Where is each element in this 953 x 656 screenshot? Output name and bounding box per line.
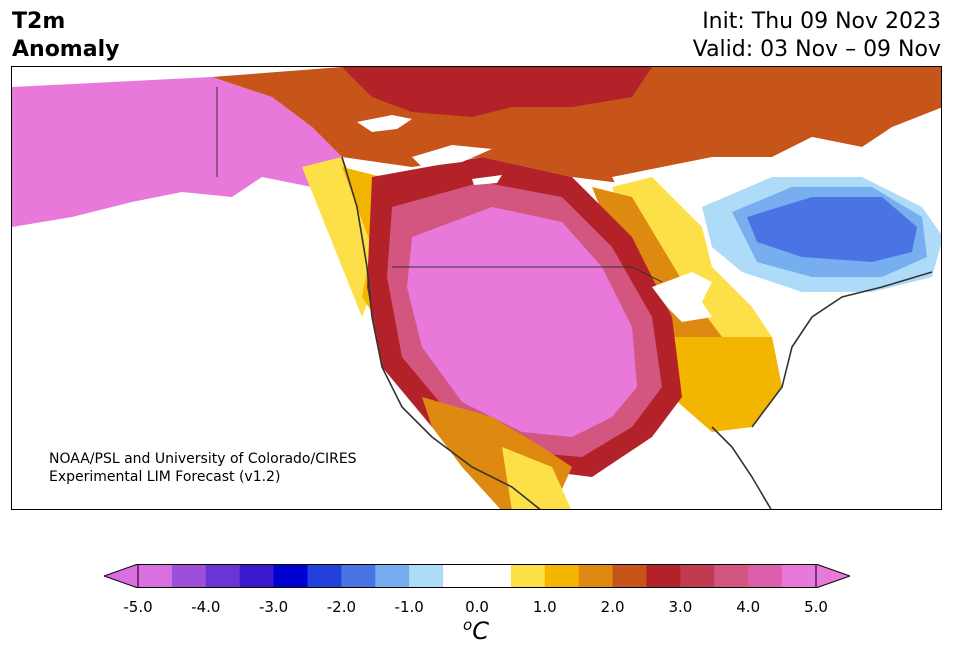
- land-canada-arctic: [342, 67, 652, 117]
- anomaly-map-svg: [12, 67, 941, 509]
- colorbar: [104, 564, 850, 588]
- unit-base: C: [472, 617, 489, 645]
- ice-patch-2: [412, 145, 492, 167]
- colorbar-segment: [341, 564, 376, 588]
- colorbar-segment: [680, 564, 715, 588]
- great-lakes: [652, 272, 712, 322]
- credit-line1: NOAA/PSL and University of Colorado/CIRE…: [49, 451, 357, 467]
- colorbar-tick-label: 1.0: [532, 598, 557, 616]
- colorbar-tick-label: -1.0: [394, 598, 424, 616]
- credit-line2: Experimental LIM Forecast (v1.2): [49, 469, 281, 485]
- colorbar-segment: [171, 564, 207, 588]
- colorbar-segment: [307, 564, 342, 588]
- init-date: Init: Thu 09 Nov 2023: [702, 9, 941, 34]
- colorbar-segment: [510, 564, 546, 588]
- colorbar-tick-label: -2.0: [326, 598, 357, 616]
- colorbar-unit: oC: [463, 616, 489, 645]
- valid-range: Valid: 03 Nov – 09 Nov: [692, 37, 941, 62]
- colorbar-segment: [646, 564, 681, 588]
- ice-patch-1: [357, 115, 412, 132]
- colorbar-tick-label: 0.0: [465, 598, 489, 616]
- us-canada-border: [392, 266, 663, 283]
- colorbar-segment: [375, 564, 410, 588]
- colorbar-tick-label: 3.0: [668, 598, 693, 616]
- colorbar-tick-label: -5.0: [123, 598, 153, 616]
- map-title-line2: Anomaly: [12, 37, 120, 62]
- colorbar-border: [137, 564, 817, 588]
- forecast-dates: Init: Thu 09 Nov 2023 Valid: 03 Nov – 09…: [693, 8, 941, 64]
- colorbar-segment: [714, 564, 749, 588]
- map-title: T2m Anomaly: [12, 8, 119, 64]
- cold-anomaly-core: [747, 197, 917, 262]
- land-max-core: [407, 207, 637, 437]
- colorbar-segment: [409, 564, 444, 588]
- land-southeast-gold: [662, 337, 782, 432]
- colorbar-segment: [477, 564, 512, 588]
- land-alaska: [12, 77, 342, 227]
- map-title-line1: T2m: [12, 9, 66, 34]
- colorbar-segment: [443, 564, 478, 588]
- colorbar-tick-label: -4.0: [191, 598, 221, 616]
- colorbar-extend-low: [104, 564, 139, 588]
- colorbar-segment: [239, 564, 275, 588]
- colorbar-tick-label: -3.0: [258, 598, 289, 616]
- colorbar-tick-label: 2.0: [600, 598, 625, 616]
- colorbar-extend-high: [815, 564, 850, 588]
- ice-patch-3: [472, 175, 502, 185]
- credit-text: NOAA/PSL and University of Colorado/CIRE…: [49, 450, 357, 486]
- colorbar-segment: [578, 564, 614, 588]
- colorbar-segment: [748, 564, 783, 588]
- colorbar-segment: [205, 564, 241, 588]
- colorbar-segment: [273, 564, 308, 588]
- colorbar-segment: [782, 564, 817, 588]
- colorbar-segment: [544, 564, 580, 588]
- colorbar-tick-label: 5.0: [804, 598, 828, 616]
- coastline-west: [341, 156, 541, 509]
- anomaly-map: [11, 66, 942, 510]
- colorbar-segment: [612, 564, 647, 588]
- unit-sup: o: [463, 616, 473, 634]
- colorbar-tick-label: 4.0: [736, 598, 761, 616]
- colorbar-segment: [138, 564, 173, 588]
- coastline-east: [711, 271, 933, 509]
